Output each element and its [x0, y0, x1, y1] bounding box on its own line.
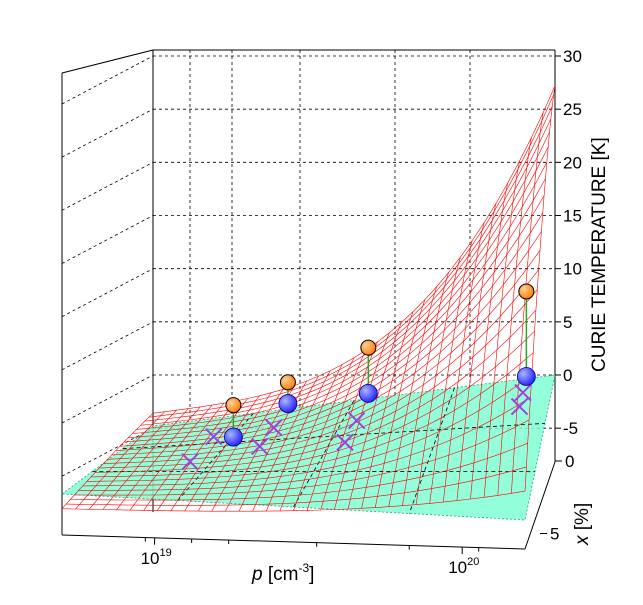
p-tick-label: 1020	[448, 556, 479, 577]
z-tick-label: 25	[563, 100, 582, 119]
z-tick-label: 15	[563, 207, 582, 226]
p-tick-base: 10	[448, 558, 467, 577]
blue-ball-marker	[517, 368, 535, 386]
orange-ball-marker	[280, 375, 295, 390]
orange-ball-marker	[361, 340, 376, 355]
back-grid-line-side	[62, 56, 153, 104]
x-axis-label: x [%]	[572, 503, 593, 546]
p-tick-exp: 19	[160, 547, 172, 559]
surface-mesh-line	[153, 86, 555, 413]
x-axis-label-unit: [%]	[572, 503, 593, 536]
blue-ball-marker	[279, 395, 297, 413]
back-grid-line-side	[62, 322, 153, 370]
p-axis-label-var: p	[251, 564, 263, 585]
p-tick-label: 1019	[141, 547, 172, 568]
back-grid-line-side	[62, 162, 153, 210]
back-grid-line-side	[62, 216, 153, 264]
z-axis-label: CURIE TEMPERATURE [K]	[589, 137, 610, 372]
p-axis-label-exp: -3	[298, 561, 309, 575]
p-axis-label-close: ]	[309, 564, 314, 585]
p-tick-base: 10	[141, 549, 160, 568]
z-tick-label: 20	[563, 153, 582, 172]
p-tick-exp: 20	[467, 556, 479, 568]
z-tick-label: 30	[563, 47, 582, 66]
back-grid-line-side	[62, 269, 153, 317]
x-tick-label: 0	[565, 452, 574, 471]
orange-ball-marker	[519, 284, 534, 299]
p-axis-label-unit: [cm	[263, 564, 299, 585]
back-grid-line-side	[62, 109, 153, 157]
z-tick-label: 10	[563, 260, 582, 279]
back-grid-line-side	[62, 375, 153, 423]
z-tick-label: 5	[563, 313, 572, 332]
blue-ball-marker	[359, 384, 377, 402]
x-tick-label: 5	[550, 525, 559, 544]
z-axis-ticks: -5 0 5 10 15 20 25 30	[555, 47, 582, 438]
orange-ball-marker	[226, 398, 241, 413]
z-tick-label: -5	[563, 419, 578, 438]
p-axis-label: p [cm-3]	[251, 561, 314, 585]
base-plane	[62, 375, 555, 520]
surface-mesh-line	[141, 119, 551, 426]
blue-ball-marker	[224, 428, 242, 446]
z-tick-label: 0	[563, 366, 572, 385]
